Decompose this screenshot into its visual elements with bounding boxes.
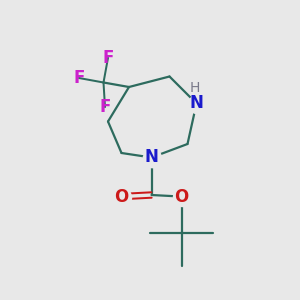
Text: N: N	[190, 94, 203, 112]
Text: N: N	[145, 148, 158, 166]
Text: F: F	[102, 49, 114, 67]
Text: F: F	[99, 98, 111, 116]
Text: O: O	[174, 188, 189, 206]
Text: H: H	[190, 81, 200, 95]
Text: F: F	[73, 69, 85, 87]
Text: O: O	[114, 188, 129, 206]
